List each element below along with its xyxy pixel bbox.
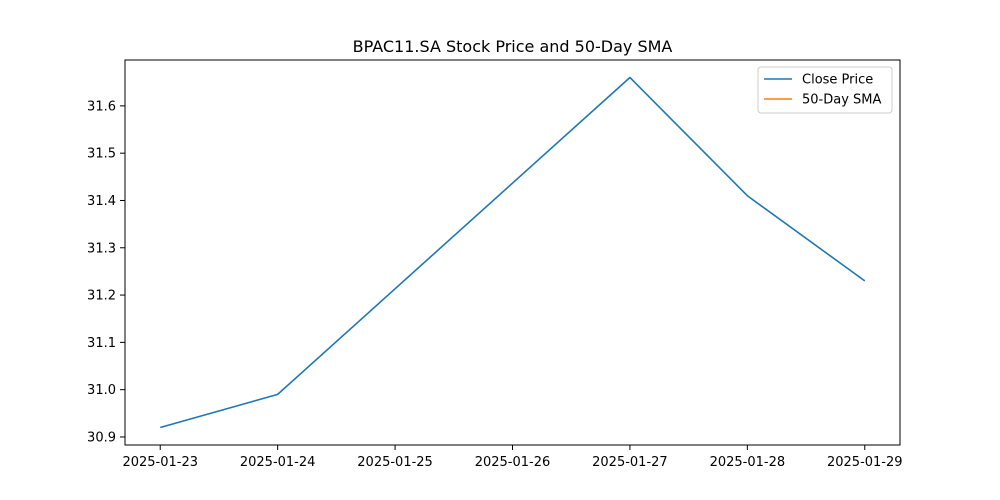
x-tick-label: 2025-01-28 (710, 455, 786, 470)
legend-label: Close Price (802, 73, 873, 88)
x-tick-label: 2025-01-24 (240, 455, 316, 470)
y-tick-label: 31.5 (87, 147, 116, 162)
y-tick-label: 31.0 (87, 383, 116, 398)
legend-label: 50-Day SMA (802, 93, 882, 108)
plot-frame (124, 59, 901, 446)
x-tick-label: 2025-01-29 (827, 455, 903, 470)
x-tick-label: 2025-01-27 (592, 455, 668, 470)
x-tick-label: 2025-01-25 (357, 455, 433, 470)
y-tick-label: 31.2 (87, 289, 116, 304)
x-tick-label: 2025-01-26 (475, 455, 551, 470)
y-tick-label: 31.1 (87, 336, 116, 351)
chart-title: BPAC11.SA Stock Price and 50-Day SMA (353, 37, 673, 56)
y-tick-label: 30.9 (87, 430, 116, 445)
y-tick-label: 31.6 (87, 99, 116, 114)
y-tick-label: 31.3 (87, 241, 116, 256)
x-tick-label: 2025-01-23 (122, 455, 198, 470)
legend: Close Price 50-Day SMA (757, 66, 893, 114)
y-tick-label: 31.4 (87, 194, 116, 209)
